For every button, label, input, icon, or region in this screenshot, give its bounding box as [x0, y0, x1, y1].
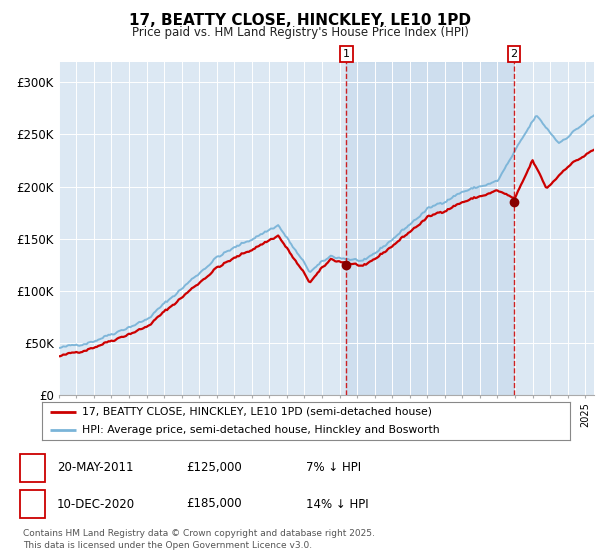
Text: 14% ↓ HPI: 14% ↓ HPI: [306, 497, 368, 511]
Text: 20-MAY-2011: 20-MAY-2011: [57, 461, 133, 474]
Text: 17, BEATTY CLOSE, HINCKLEY, LE10 1PD: 17, BEATTY CLOSE, HINCKLEY, LE10 1PD: [129, 13, 471, 28]
Text: 10-DEC-2020: 10-DEC-2020: [57, 497, 135, 511]
Text: 1: 1: [29, 461, 36, 474]
Text: 1: 1: [343, 49, 350, 59]
Text: 17, BEATTY CLOSE, HINCKLEY, LE10 1PD (semi-detached house): 17, BEATTY CLOSE, HINCKLEY, LE10 1PD (se…: [82, 407, 431, 417]
Bar: [346, 62, 514, 395]
Text: £185,000: £185,000: [186, 497, 242, 511]
Text: HPI: Average price, semi-detached house, Hinckley and Bosworth: HPI: Average price, semi-detached house,…: [82, 425, 439, 435]
Text: 2: 2: [511, 49, 518, 59]
Text: Contains HM Land Registry data © Crown copyright and database right 2025.
This d: Contains HM Land Registry data © Crown c…: [23, 529, 374, 550]
Text: 2: 2: [29, 497, 36, 511]
Text: 7% ↓ HPI: 7% ↓ HPI: [306, 461, 361, 474]
Text: £125,000: £125,000: [186, 461, 242, 474]
Text: Price paid vs. HM Land Registry's House Price Index (HPI): Price paid vs. HM Land Registry's House …: [131, 26, 469, 39]
